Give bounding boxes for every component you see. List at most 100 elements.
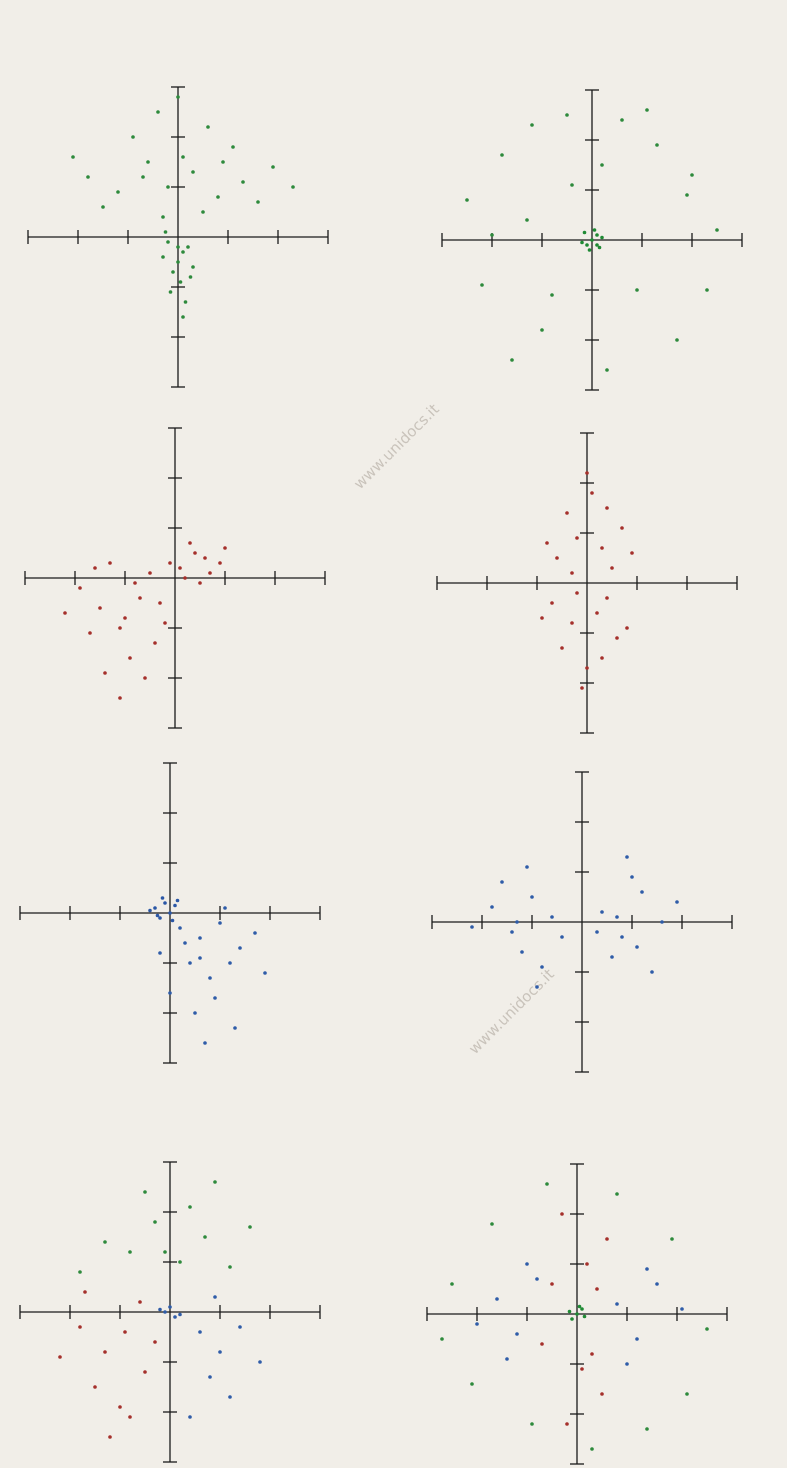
point bbox=[58, 1355, 62, 1359]
point bbox=[93, 1385, 97, 1389]
point bbox=[635, 945, 639, 949]
point bbox=[480, 283, 484, 287]
point bbox=[595, 1287, 599, 1291]
point bbox=[490, 905, 494, 909]
point bbox=[71, 155, 75, 159]
point bbox=[186, 245, 190, 249]
point bbox=[103, 671, 107, 675]
point bbox=[540, 1342, 544, 1346]
point bbox=[470, 925, 474, 929]
point bbox=[465, 198, 469, 202]
point bbox=[600, 235, 604, 240]
point bbox=[540, 965, 544, 969]
point bbox=[580, 686, 584, 690]
point bbox=[615, 915, 619, 919]
point bbox=[555, 556, 559, 560]
point bbox=[206, 125, 210, 129]
point bbox=[188, 1205, 192, 1209]
point bbox=[600, 910, 604, 914]
point bbox=[98, 606, 102, 610]
point bbox=[153, 641, 157, 645]
point bbox=[580, 1367, 584, 1371]
point bbox=[168, 991, 172, 995]
point bbox=[218, 561, 222, 565]
point bbox=[600, 546, 604, 550]
point bbox=[565, 511, 569, 515]
point bbox=[625, 1362, 629, 1366]
point bbox=[530, 123, 534, 127]
point bbox=[535, 985, 539, 989]
point bbox=[108, 1435, 112, 1439]
point bbox=[141, 175, 145, 179]
point bbox=[161, 255, 165, 259]
point bbox=[233, 1026, 237, 1030]
point bbox=[587, 248, 592, 252]
point bbox=[203, 1235, 207, 1239]
point bbox=[241, 180, 245, 184]
point bbox=[585, 666, 589, 670]
point bbox=[475, 1322, 479, 1326]
point bbox=[645, 1267, 649, 1271]
point bbox=[93, 566, 97, 570]
point bbox=[131, 135, 135, 139]
point bbox=[166, 185, 170, 189]
watermark: www.unidocs.it bbox=[350, 400, 443, 493]
point bbox=[228, 1395, 232, 1399]
point bbox=[218, 1350, 222, 1354]
point bbox=[570, 183, 574, 187]
point bbox=[705, 1327, 709, 1331]
point bbox=[223, 906, 227, 910]
point bbox=[510, 930, 514, 934]
point bbox=[163, 901, 167, 905]
point bbox=[158, 1307, 162, 1312]
point bbox=[148, 571, 152, 575]
point bbox=[670, 1237, 674, 1241]
point bbox=[171, 270, 175, 274]
point bbox=[143, 676, 147, 680]
point bbox=[490, 233, 494, 237]
point bbox=[63, 611, 67, 615]
point bbox=[86, 175, 90, 179]
point bbox=[580, 1307, 584, 1311]
point bbox=[213, 1295, 217, 1299]
point bbox=[615, 1302, 619, 1306]
point bbox=[193, 551, 197, 555]
point bbox=[590, 238, 594, 242]
point bbox=[191, 170, 195, 174]
point bbox=[600, 1392, 604, 1396]
point bbox=[173, 1315, 177, 1319]
point bbox=[198, 1330, 202, 1334]
point bbox=[183, 941, 187, 945]
point bbox=[203, 556, 207, 560]
point bbox=[258, 1360, 262, 1364]
point bbox=[198, 956, 202, 960]
point bbox=[181, 250, 185, 254]
point bbox=[585, 471, 589, 475]
point bbox=[595, 930, 599, 934]
point bbox=[128, 656, 132, 660]
point bbox=[530, 1422, 534, 1426]
point bbox=[78, 1270, 82, 1274]
point bbox=[597, 245, 602, 250]
point bbox=[570, 621, 574, 625]
point bbox=[605, 506, 609, 510]
point bbox=[188, 961, 192, 965]
point bbox=[83, 1290, 87, 1294]
point bbox=[715, 228, 719, 232]
point bbox=[201, 210, 205, 214]
point bbox=[570, 571, 574, 575]
point bbox=[630, 551, 634, 555]
point bbox=[143, 1370, 147, 1374]
point bbox=[550, 293, 554, 297]
point bbox=[178, 1260, 182, 1264]
point bbox=[565, 1422, 569, 1426]
point bbox=[645, 1427, 649, 1431]
point bbox=[176, 95, 180, 99]
point bbox=[605, 1237, 609, 1241]
point bbox=[203, 1041, 207, 1045]
point bbox=[500, 880, 504, 884]
point bbox=[600, 656, 604, 660]
point bbox=[510, 358, 514, 362]
point bbox=[540, 616, 544, 620]
point bbox=[490, 1222, 494, 1226]
